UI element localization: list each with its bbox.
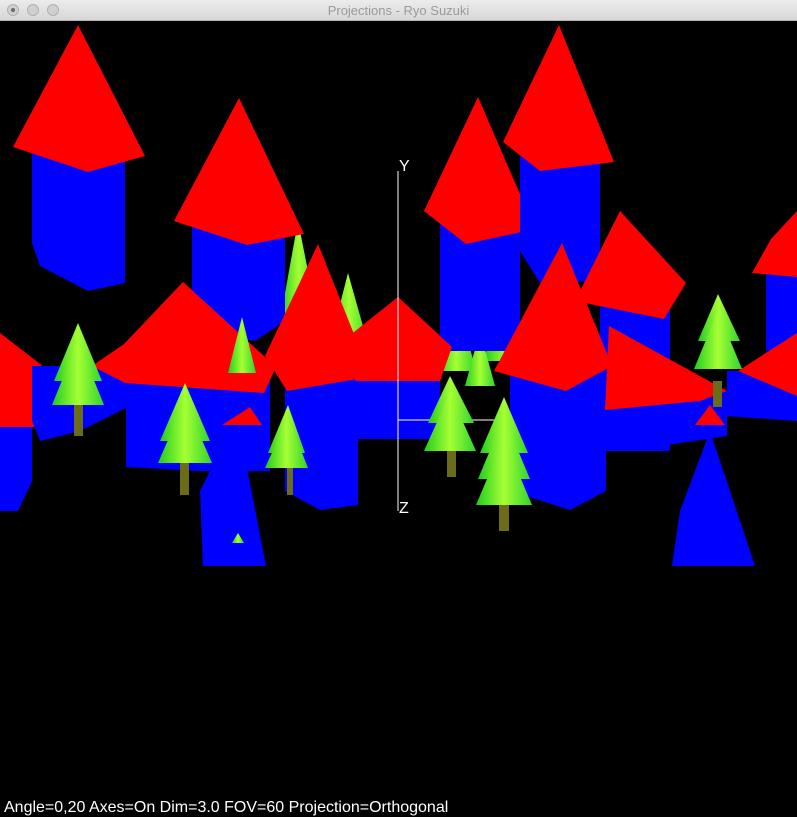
tree [424,376,476,477]
house-mid-right-edge [727,333,797,421]
house-far-center [424,97,535,351]
tree [158,383,212,495]
tree [232,533,244,543]
foreground-trees [52,294,742,543]
tree [694,294,742,407]
y-axis-label: Y [399,158,410,175]
tree [476,397,532,531]
title-bar[interactable]: Projections - Ryo Suzuki [0,0,797,21]
house-mid-right [494,243,612,510]
tree [265,405,308,495]
house-far-center-right [503,25,614,283]
house-near-left [200,407,266,566]
zoom-button[interactable] [47,4,59,16]
house-far-center-left [174,98,304,341]
status-line: Angle=0,20 Axes=On Dim=3.0 FOV=60 Projec… [4,799,449,816]
house-mid-right-c [605,326,727,451]
close-button[interactable] [7,4,19,16]
z-axis-label: Z [399,500,409,517]
minimize-button[interactable] [27,4,39,16]
house-far-right [752,211,797,351]
window-title: Projections - Ryo Suzuki [327,3,470,18]
scene-canvas[interactable]: Y Z [0,21,797,817]
house-far-left [13,25,145,291]
tree [228,317,256,373]
tree [52,323,104,436]
house-near-right [672,405,755,566]
opengl-viewport[interactable]: Y Z [0,21,797,817]
